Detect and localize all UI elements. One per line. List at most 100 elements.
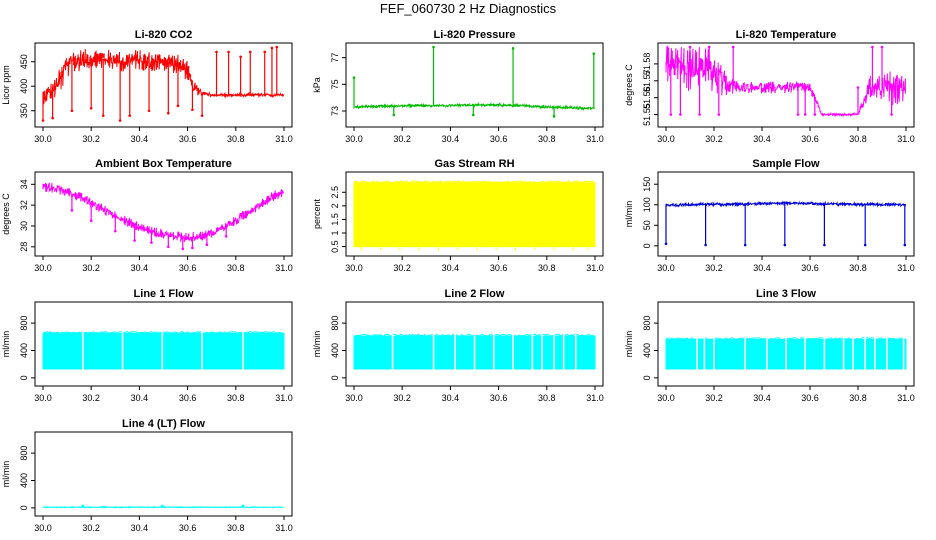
plot-frame <box>345 301 604 387</box>
chart-title: Line 1 Flow <box>134 288 194 300</box>
series-point <box>176 104 180 108</box>
x-tick-label: 31.0 <box>275 263 293 273</box>
x-tick-label: 30.2 <box>393 263 411 273</box>
x-tick-label: 30.6 <box>801 263 819 273</box>
series-point <box>698 113 701 116</box>
series-point <box>880 45 884 49</box>
series-point <box>552 115 556 118</box>
x-tick-label: 30.6 <box>801 134 819 144</box>
figure-title: FEF_060730 2 Hz Diagnostics <box>379 1 557 16</box>
series-point <box>743 243 747 247</box>
y-axis-label: kPa <box>312 77 322 93</box>
series-point <box>239 55 242 59</box>
y-tick-label: 800 <box>330 316 340 331</box>
y-axis-label: ml/min <box>624 201 634 228</box>
series-marks <box>42 330 285 370</box>
chart-title: Li-820 Temperature <box>736 29 837 41</box>
x-tick-label: 30.2 <box>393 393 411 403</box>
plot-frame <box>34 42 293 128</box>
x-tick-label: 30.0 <box>34 523 52 533</box>
series-band <box>353 182 596 248</box>
x-tick-label: 30.2 <box>705 393 723 403</box>
y-tick-label: 450 <box>19 54 29 69</box>
x-tick-label: 30.6 <box>490 263 508 273</box>
x-tick-label: 30.4 <box>442 134 460 144</box>
x-tick-label: 30.6 <box>490 134 508 144</box>
series-point <box>796 113 800 116</box>
x-tick-label: 30.4 <box>442 393 460 403</box>
series-point <box>392 113 396 117</box>
series-point <box>890 113 893 116</box>
series-point <box>669 113 673 116</box>
x-tick-label: 30.6 <box>179 393 197 403</box>
series-edge <box>353 180 595 184</box>
series-marks <box>665 337 907 370</box>
series-point <box>856 86 860 89</box>
series-point <box>783 243 787 247</box>
series-point <box>863 243 867 247</box>
x-tick-label: 30.8 <box>849 393 867 403</box>
series-marks <box>42 504 284 509</box>
x-tick-label: 30.2 <box>82 523 100 533</box>
chart-title: Gas Stream RH <box>434 158 514 170</box>
y-tick-label: 150 <box>642 177 652 192</box>
x-tick-label: 30.0 <box>345 393 363 403</box>
y-tick-label: 0 <box>19 375 29 380</box>
series-point <box>89 106 93 110</box>
x-tick-label: 30.8 <box>227 523 245 533</box>
series-marks <box>665 45 906 118</box>
y-tick-label: 2 <box>330 203 340 208</box>
y-tick-label: 0 <box>19 505 29 510</box>
series-marks <box>353 333 596 370</box>
x-tick-label: 30.0 <box>34 263 52 273</box>
y-tick-label: 400 <box>19 473 29 488</box>
x-tick-label: 30.4 <box>442 263 460 273</box>
x-tick-label: 30.4 <box>753 263 771 273</box>
x-tick-label: 30.2 <box>705 263 723 273</box>
series-point <box>200 114 204 117</box>
y-tick-label: 32 <box>19 200 29 210</box>
series-point <box>147 109 151 113</box>
x-tick-label: 30.2 <box>82 393 100 403</box>
x-tick-label: 30.6 <box>179 523 197 533</box>
series-marks <box>664 200 907 247</box>
y-tick-label: 51.56 <box>642 86 652 109</box>
chart-panel: Li-820 Temperature degrees C 30.0 30.2 30.4 3… <box>624 29 915 144</box>
y-tick-label: 400 <box>19 79 29 94</box>
x-tick-label: 30.8 <box>849 134 867 144</box>
series-point <box>592 52 596 55</box>
series-point <box>717 113 721 116</box>
series-point <box>813 113 817 116</box>
series-point <box>664 242 668 246</box>
x-tick-label: 31.0 <box>275 134 293 144</box>
chart-panel: Li-820 Pressure kPa 30.0 30.2 30.4 30.6 30.8 31… <box>312 29 604 144</box>
y-axis-label: percent <box>312 198 322 229</box>
plot-frame <box>34 431 293 517</box>
chart-panel: Line 2 Flow ml/min 30.0 30.2 30.4 30.6 30.8 31.… <box>312 288 604 403</box>
plot-frame <box>34 301 293 387</box>
series-line <box>42 182 284 242</box>
series-marks <box>41 45 284 122</box>
series-point <box>227 50 230 54</box>
x-tick-label: 30.8 <box>538 393 556 403</box>
chart-panel: Line 3 Flow ml/min 30.0 30.2 30.4 30.6 30.8 31.… <box>624 288 915 403</box>
y-tick-label: 1 <box>330 230 340 235</box>
series-point <box>89 219 93 223</box>
series-point <box>167 111 170 115</box>
y-tick-label: 800 <box>19 446 29 461</box>
y-tick-label: 100 <box>642 197 652 212</box>
plot-frame <box>657 42 915 128</box>
x-tick-label: 30.8 <box>538 263 556 273</box>
series-point <box>191 108 194 112</box>
x-tick-label: 30.0 <box>345 134 363 144</box>
y-tick-label: 1.5 <box>330 213 340 226</box>
x-tick-label: 30.0 <box>345 263 363 273</box>
chart-panel: Li-820 CO2 Licor ppm 30.0 30.2 30.4 30.6 30.8 3… <box>1 29 293 144</box>
chart-panel: Ambient Box Temperature degrees C 30.0 30.2… <box>1 158 293 273</box>
plot-frame <box>345 171 604 257</box>
chart-title: Line 3 Flow <box>756 288 816 300</box>
plot-frame <box>657 171 915 257</box>
series-marks <box>352 45 596 118</box>
x-tick-label: 30.8 <box>227 393 245 403</box>
